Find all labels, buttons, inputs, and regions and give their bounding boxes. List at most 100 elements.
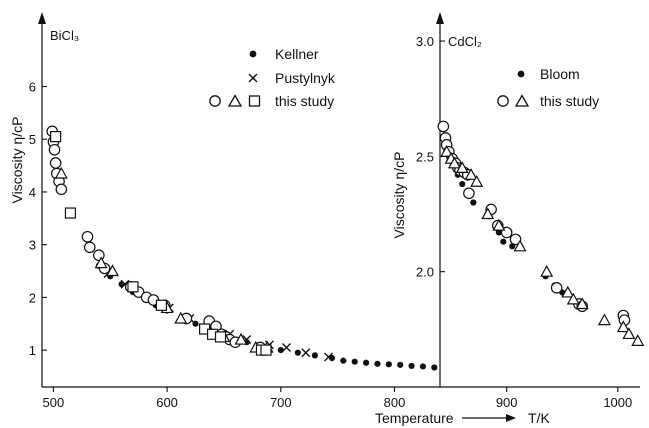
right-y-axis-arrow <box>436 12 444 24</box>
data-point-dot <box>294 349 301 356</box>
panel-cdcl2: CdCl₂ Viscosity η/cP 2.0 2.5 3.0 Bloom thi… <box>391 12 645 387</box>
left-legend: Kellner Pustylnyk this study <box>209 46 336 109</box>
data-point-dot <box>351 358 358 365</box>
data-point-triangle <box>575 297 589 310</box>
y-tick-label: 3.0 <box>416 34 434 49</box>
data-point-dot <box>397 361 404 368</box>
y-tick-label: 2 <box>29 290 36 305</box>
left-y-axis-arrow <box>38 12 46 24</box>
data-point-triangle <box>455 161 469 174</box>
data-point-cross <box>301 348 311 358</box>
y-tick-label: 3 <box>29 238 36 253</box>
left-y-axis-label: Viscosity η/cP <box>9 117 25 204</box>
legend-label-this-study-right: this study <box>540 93 599 109</box>
data-point-dot <box>470 199 477 206</box>
data-point-circle <box>463 187 475 200</box>
data-point-cross <box>324 352 334 362</box>
data-point-triangle <box>492 218 506 231</box>
data-point-dot <box>408 362 415 370</box>
data-point-triangle <box>174 311 188 324</box>
data-point-square <box>127 281 139 293</box>
x-tick-group: 500 600 700 800 900 1000 <box>43 387 632 410</box>
data-point-cross <box>281 342 291 352</box>
data-point-dot <box>340 357 347 364</box>
left-tick-group: 1 2 3 4 5 6 <box>29 80 47 358</box>
data-point-triangle <box>631 334 645 346</box>
data-point-square <box>50 131 62 143</box>
right-data-points <box>437 120 645 346</box>
right-y-axis-label: Viscosity η/cP <box>391 152 407 239</box>
x-tick-label: 800 <box>384 395 406 410</box>
y-tick-label: 6 <box>29 80 36 95</box>
data-point-dot <box>277 347 284 354</box>
data-point-square <box>64 207 77 219</box>
legend-symbols-kellner <box>249 50 257 58</box>
data-point-triangle <box>561 285 575 298</box>
legend-label-this-study-left: this study <box>275 93 334 109</box>
data-point-square <box>214 331 227 343</box>
left-panel-label: BiCl₃ <box>50 28 79 43</box>
data-point-circle <box>49 157 62 169</box>
x-axis-unit: T/K <box>528 410 550 426</box>
data-point-dot <box>311 352 319 359</box>
data-point-circle <box>509 233 522 246</box>
data-point-triangle <box>622 327 636 340</box>
legend-label-bloom: Bloom <box>540 66 580 82</box>
data-point-triangle <box>447 156 461 169</box>
data-point-dot <box>431 364 438 371</box>
x-axis-label: Temperature <box>375 410 454 426</box>
data-point-circle <box>81 230 94 243</box>
left-data-points <box>46 125 438 371</box>
data-point-triangle <box>566 292 580 305</box>
data-point-circle <box>83 241 96 254</box>
panel-bicl3: BiCl₃ Viscosity η/cP 1 2 3 4 5 6 Kellner Pust… <box>9 12 438 387</box>
y-tick-label: 4 <box>29 185 36 200</box>
data-point-square <box>155 299 167 311</box>
data-point-triangle <box>234 332 248 345</box>
legend-symbols-this-study-right <box>497 94 530 107</box>
y-tick-label: 2.5 <box>416 149 434 164</box>
x-tick-label: 600 <box>156 395 178 410</box>
data-point-dot <box>419 363 427 370</box>
data-point-dot <box>500 238 507 245</box>
data-point-dot <box>385 361 392 368</box>
right-tick-group: 2.0 2.5 3.0 <box>416 34 445 280</box>
data-point-triangle <box>616 320 630 333</box>
data-point-triangle <box>464 168 478 180</box>
data-point-triangle <box>597 313 611 326</box>
legend-symbols-pustylnyk <box>248 73 258 83</box>
data-point-dot <box>362 359 370 366</box>
data-point-triangle <box>94 256 108 269</box>
data-point-triangle <box>513 239 527 252</box>
legend-symbols-this-study-left <box>209 94 261 107</box>
data-point-circle <box>48 143 61 156</box>
x-axis-label-arrowhead <box>506 414 516 422</box>
x-tick-label: 900 <box>496 395 518 410</box>
data-point-dot <box>459 180 466 188</box>
shared-x-axis: 500 600 700 800 900 1000 Temperature T/K <box>42 386 640 426</box>
x-tick-label: 700 <box>270 395 292 410</box>
data-point-circle <box>93 249 105 262</box>
data-point-triangle <box>540 264 554 277</box>
y-tick-label: 2.0 <box>416 265 434 280</box>
right-legend: Bloom this study <box>497 66 599 109</box>
data-point-dot <box>374 360 381 367</box>
data-point-circle <box>437 120 450 133</box>
data-point-triangle <box>481 207 495 220</box>
data-point-square <box>260 344 272 356</box>
data-point-circle <box>55 183 68 196</box>
legend-symbols-bloom <box>517 70 525 78</box>
x-tick-label: 1000 <box>603 395 632 410</box>
data-point-triangle <box>54 166 68 179</box>
legend-label-kellner: Kellner <box>275 46 319 62</box>
data-point-triangle <box>470 174 484 187</box>
data-point-triangle <box>440 145 454 157</box>
x-tick-label: 500 <box>43 395 65 410</box>
y-tick-label: 1 <box>29 343 36 358</box>
right-panel-label: CdCl₂ <box>448 34 482 49</box>
data-point-triangle <box>105 264 120 277</box>
y-tick-label: 5 <box>29 132 36 147</box>
data-point-circle <box>550 282 563 294</box>
legend-label-pustylnyk: Pustylnyk <box>275 70 336 86</box>
